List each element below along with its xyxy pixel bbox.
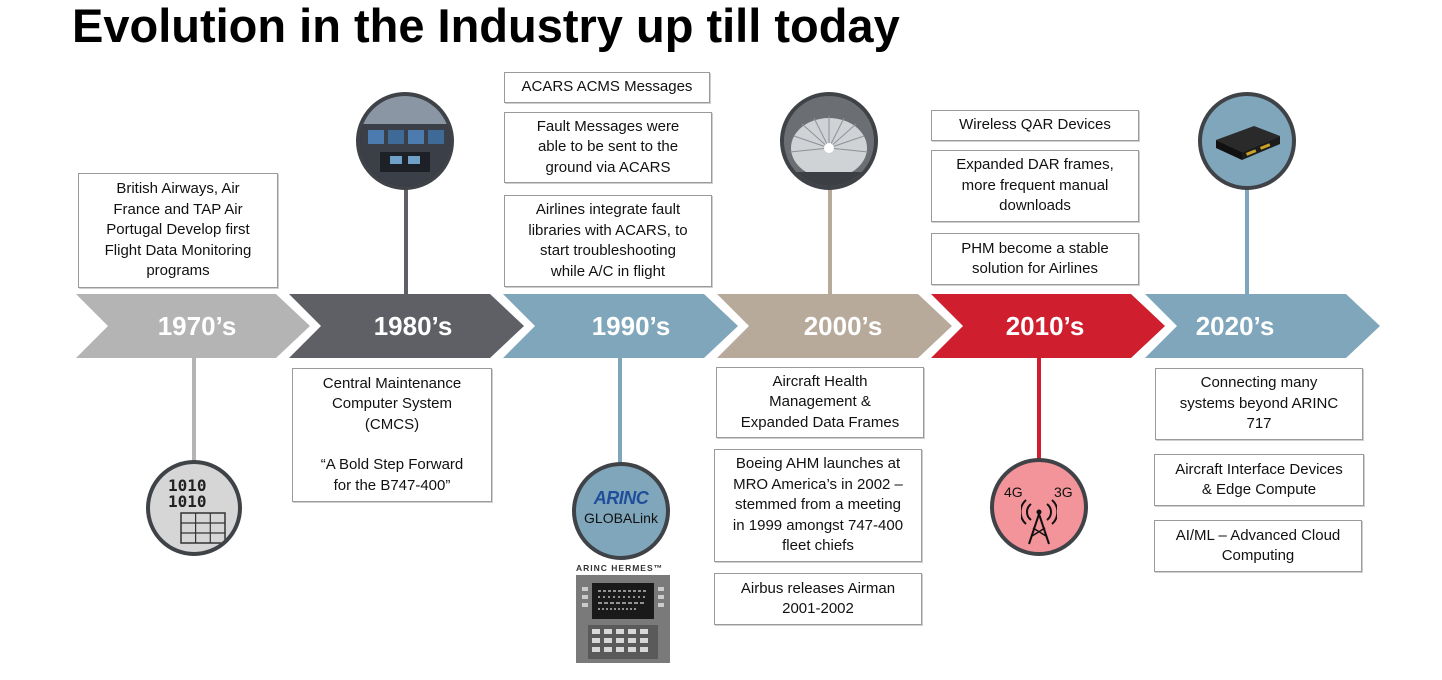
edge-device-icon	[1198, 92, 1296, 190]
box-1990-acms: ACARS ACMS Messages	[504, 72, 710, 103]
box-2000-ahm: Aircraft Health Management & Expanded Da…	[716, 367, 924, 438]
arinc-hermes-image	[576, 575, 670, 663]
box-1980-cmcs: Central Maintenance Computer System (CMC…	[292, 368, 492, 502]
binary-table-icon: 1010 1010	[146, 460, 242, 556]
box-2010-phm: PHM become a stable solution for Airline…	[931, 233, 1139, 285]
era-label-1990: 1990’s	[591, 311, 671, 341]
box-2000-airbus-airman: Airbus releases Airman 2001-2002	[714, 573, 922, 625]
box-2010-dar-frames: Expanded DAR frames, more frequent manua…	[931, 150, 1139, 222]
arinc-sub: GLOBALink	[584, 510, 658, 526]
stem-2000	[828, 180, 832, 294]
arrow-2000	[717, 294, 952, 358]
arrow-1970	[76, 294, 310, 358]
stem-1980	[404, 186, 408, 294]
box-1990-fault-messages: Fault Messages were able to be sent to t…	[504, 112, 712, 183]
era-label-1970: 1970’s	[157, 311, 237, 341]
arinc-globalink-icon: ARINC GLOBALink	[572, 462, 670, 560]
stem-1970	[192, 358, 196, 462]
stem-2010	[1037, 358, 1041, 462]
box-2010-wireless-qar: Wireless QAR Devices	[931, 110, 1139, 141]
era-label-2000: 2000’s	[803, 311, 883, 341]
stem-1990	[618, 358, 622, 464]
binary-text: 1010 1010	[168, 476, 207, 511]
box-1970-fdm: British Airways, Air France and TAP Air …	[78, 173, 278, 288]
radome-image-icon	[780, 92, 878, 190]
box-2000-boeing-ahm: Boeing AHM launches at MRO America’s in …	[714, 449, 922, 562]
stem-2020	[1245, 186, 1249, 294]
arinc-hermes-label: ARINC HERMES™	[576, 563, 664, 573]
box-1990-fault-libraries: Airlines integrate fault libraries with …	[504, 195, 712, 287]
box-2020-aid-edge: Aircraft Interface Devices & Edge Comput…	[1154, 454, 1364, 506]
arrow-1990	[503, 294, 738, 358]
page-title: Evolution in the Industry up till today	[72, 0, 900, 52]
era-label-1980: 1980’s	[373, 311, 453, 341]
cell-tower-icon: 4G 3G	[990, 458, 1088, 556]
arrow-2010	[931, 294, 1165, 358]
era-label-2010: 2010’s	[1005, 311, 1085, 341]
era-label-2020: 2020’s	[1195, 311, 1275, 341]
box-2020-connecting-systems: Connecting many systems beyond ARINC 717	[1155, 368, 1363, 440]
box-2020-ai-ml: AI/ML – Advanced Cloud Computing	[1154, 520, 1362, 572]
arrow-1980	[289, 294, 524, 358]
net-3g-label: 3G	[1054, 484, 1073, 500]
arrow-2020	[1145, 294, 1380, 358]
arinc-logo: ARINC	[593, 488, 649, 508]
cockpit-image-icon	[356, 92, 454, 190]
net-4g-label: 4G	[1004, 484, 1023, 500]
